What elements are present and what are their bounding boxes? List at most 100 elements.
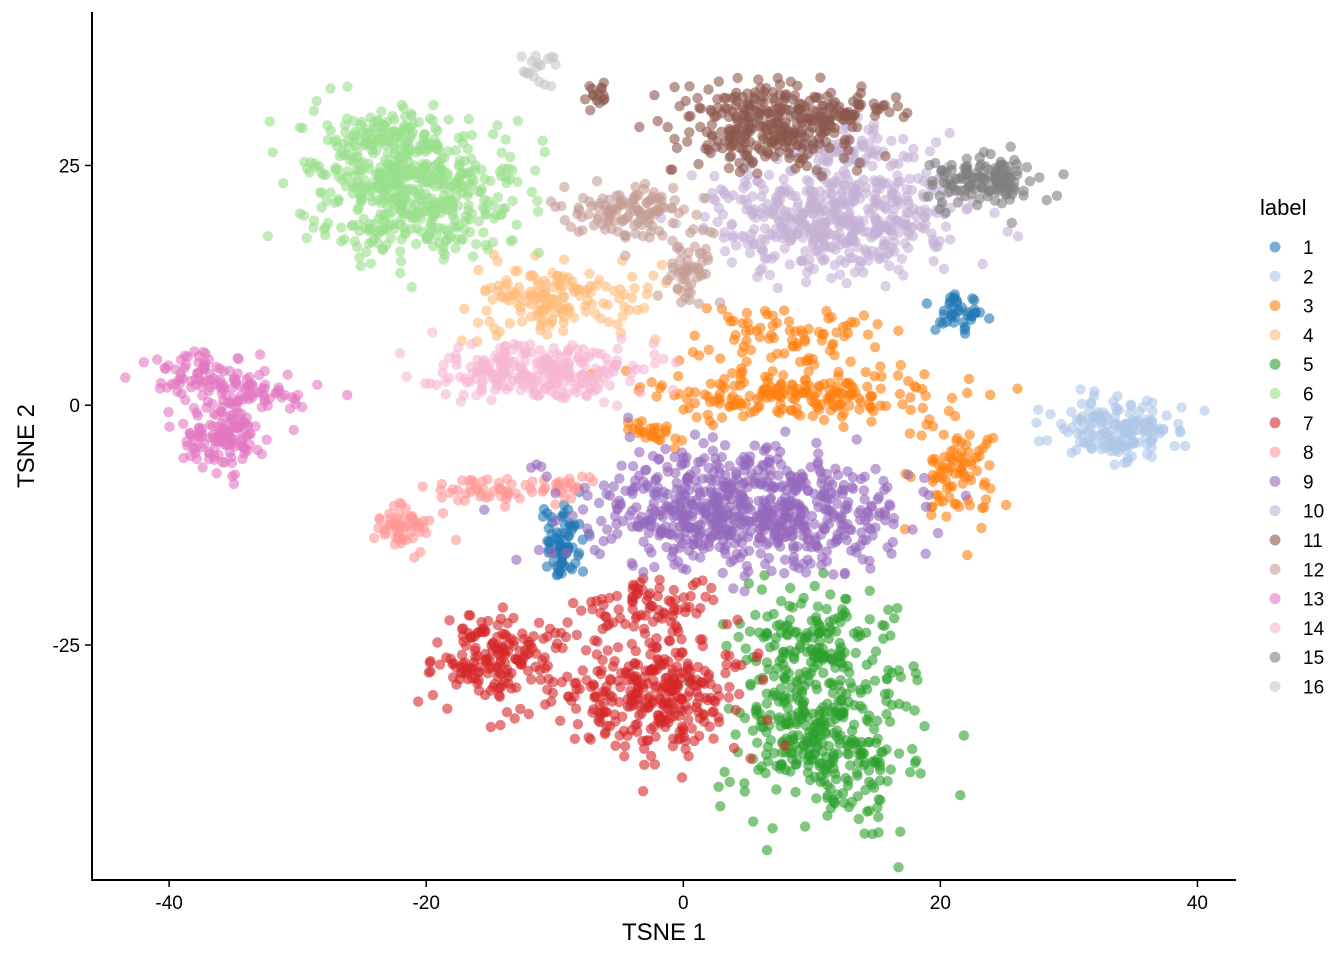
data-point — [754, 708, 766, 719]
data-point — [604, 210, 616, 222]
data-point — [457, 137, 468, 148]
data-point — [940, 221, 952, 232]
data-point — [388, 500, 400, 512]
data-point — [778, 173, 789, 185]
data-point — [572, 208, 583, 220]
data-point — [752, 168, 763, 179]
data-point — [644, 637, 655, 648]
data-point — [837, 788, 849, 799]
data-point — [843, 749, 855, 760]
data-point — [660, 694, 672, 706]
data-point — [893, 325, 904, 336]
data-point — [813, 326, 825, 338]
data-point — [958, 730, 970, 741]
data-point — [609, 656, 620, 667]
data-point — [909, 705, 920, 716]
data-point — [308, 215, 320, 226]
data-point — [848, 719, 860, 730]
data-point — [515, 703, 526, 715]
data-point — [394, 348, 406, 359]
data-point — [803, 353, 815, 364]
data-point — [438, 359, 449, 371]
data-point — [496, 147, 507, 158]
data-point — [866, 416, 877, 427]
data-point — [730, 704, 741, 716]
data-point — [499, 501, 511, 512]
data-point — [767, 320, 778, 331]
data-point — [931, 137, 942, 148]
data-point — [682, 136, 693, 147]
data-point — [861, 659, 872, 670]
data-point — [164, 421, 175, 432]
data-point — [800, 525, 811, 537]
data-point — [592, 201, 603, 212]
data-point — [582, 490, 593, 501]
data-point — [450, 243, 461, 254]
data-point — [849, 267, 861, 278]
data-point — [588, 680, 600, 691]
data-point — [906, 222, 918, 233]
data-point — [239, 448, 250, 459]
data-point — [758, 97, 769, 108]
data-point — [420, 378, 431, 389]
data-point — [862, 381, 873, 392]
data-point — [871, 737, 882, 748]
data-point — [662, 488, 673, 500]
data-point — [347, 219, 358, 231]
data-point — [864, 710, 875, 721]
data-point — [550, 642, 561, 654]
data-point — [366, 185, 377, 197]
data-point — [692, 661, 704, 673]
data-point — [624, 431, 635, 443]
data-point — [858, 267, 869, 278]
data-point — [810, 535, 821, 546]
data-point — [497, 602, 509, 613]
data-point — [771, 194, 782, 205]
data-point — [622, 730, 633, 741]
data-point — [977, 502, 988, 514]
data-point — [417, 481, 428, 492]
data-point — [629, 283, 640, 294]
data-point — [768, 687, 780, 698]
data-point — [646, 428, 658, 439]
data-point — [624, 202, 635, 213]
data-point — [894, 388, 906, 400]
data-point — [780, 426, 791, 437]
data-point — [826, 273, 837, 284]
data-point — [421, 234, 432, 245]
data-point — [667, 384, 678, 396]
data-point — [667, 740, 679, 752]
data-point — [695, 519, 706, 530]
data-point — [839, 567, 851, 579]
data-point — [674, 101, 685, 112]
data-point — [372, 115, 383, 127]
data-point — [844, 253, 856, 264]
data-point — [868, 724, 880, 735]
data-point — [596, 515, 607, 527]
data-point — [647, 450, 659, 462]
data-point — [470, 160, 481, 171]
data-point — [526, 674, 537, 685]
data-point — [753, 627, 765, 638]
data-point — [702, 409, 713, 420]
data-point — [214, 427, 225, 439]
data-point — [656, 259, 667, 270]
data-point — [889, 246, 900, 257]
data-point — [731, 240, 742, 251]
data-point — [747, 725, 759, 736]
data-point — [610, 716, 621, 727]
data-point — [525, 311, 537, 322]
data-point — [797, 697, 808, 709]
data-point — [681, 564, 692, 575]
data-point — [226, 383, 238, 394]
data-point — [813, 154, 824, 166]
data-point — [962, 387, 973, 399]
data-point — [759, 305, 771, 317]
data-point — [665, 616, 676, 627]
data-point — [778, 388, 789, 400]
data-point — [525, 286, 537, 297]
data-point — [791, 626, 802, 637]
data-point — [801, 541, 812, 552]
data-point — [741, 307, 753, 319]
data-point — [163, 406, 174, 418]
